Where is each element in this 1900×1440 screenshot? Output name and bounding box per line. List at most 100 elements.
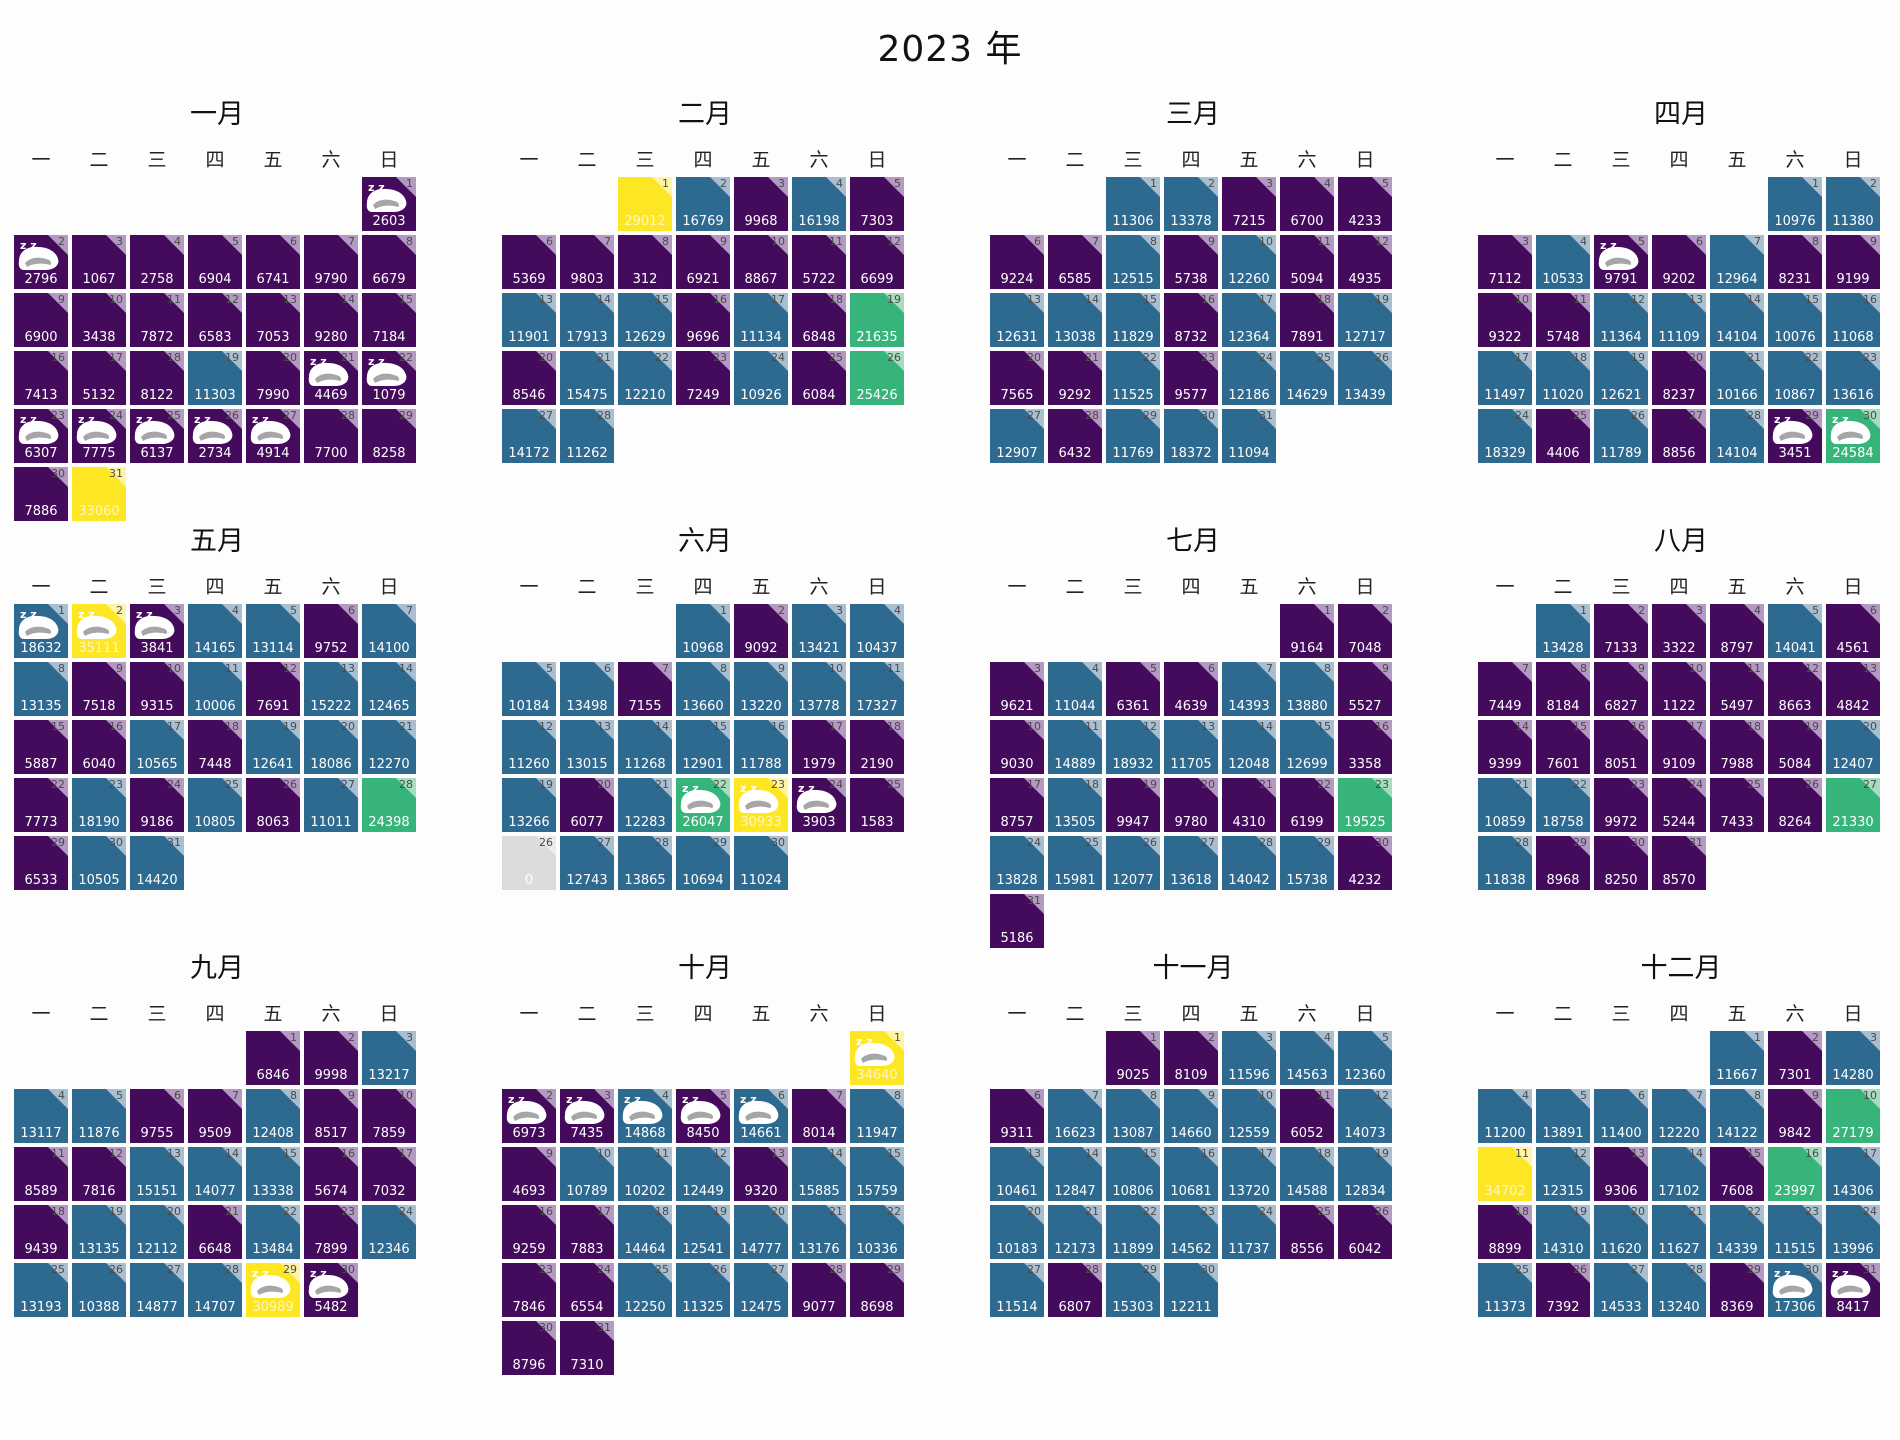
day-number: 6 xyxy=(1034,235,1041,248)
weekday-label: 日 xyxy=(1843,1003,1863,1025)
day-cell: 27 12475 xyxy=(734,1263,788,1317)
step-count: 13378 xyxy=(1170,214,1212,229)
step-count: 13660 xyxy=(682,699,724,714)
day-number: 6 xyxy=(1870,604,1877,617)
day-number: 10 xyxy=(109,293,123,306)
day-number: 22 xyxy=(1143,351,1157,364)
day-number: 13 xyxy=(1027,1147,1041,1160)
step-count: 10694 xyxy=(682,873,724,888)
day-cell: 27 12743 xyxy=(560,836,614,890)
day-number: 24 xyxy=(399,1205,413,1218)
weekday-label: 一 xyxy=(519,576,539,598)
step-count: 11705 xyxy=(1170,757,1212,772)
day-fill xyxy=(1826,662,1880,716)
step-count: 25426 xyxy=(856,388,898,403)
day-number: 10 xyxy=(1259,1089,1273,1102)
day-cell: 17 13720 xyxy=(1222,1147,1276,1201)
weekday-label: 六 xyxy=(1785,1003,1805,1025)
day-fill xyxy=(304,293,358,347)
day-number: 2 xyxy=(116,604,123,617)
day-number: 21 xyxy=(597,351,611,364)
day-fill xyxy=(1164,836,1218,890)
day-cell: 10 3438 xyxy=(72,293,126,347)
day-cell: 21 15475 xyxy=(560,351,614,405)
day-fill xyxy=(850,293,904,347)
day-fill xyxy=(990,836,1044,890)
day-fill xyxy=(1106,235,1160,289)
svg-text:z z: z z xyxy=(78,608,95,621)
step-count: 3841 xyxy=(140,641,174,656)
day-number: 1 xyxy=(662,177,669,190)
day-fill xyxy=(850,351,904,405)
step-count: 18190 xyxy=(78,815,120,830)
day-cell: 13 12631 xyxy=(990,293,1044,347)
day-fill xyxy=(362,778,416,832)
step-count: 9259 xyxy=(512,1242,546,1257)
day-fill xyxy=(1106,177,1160,231)
day-cell: 4 6700 xyxy=(1280,177,1334,231)
day-fill xyxy=(1338,836,1392,890)
day-number: 8 xyxy=(662,235,669,248)
day-cell: 18 8899 xyxy=(1478,1205,1532,1259)
step-count: 9292 xyxy=(1058,388,1092,403)
day-fill xyxy=(1710,720,1764,774)
weekday-label: 四 xyxy=(693,576,713,598)
day-fill xyxy=(618,1205,672,1259)
step-count: 13135 xyxy=(78,1242,120,1257)
sleep-icon: z z xyxy=(250,1267,291,1298)
day-number: 7 xyxy=(1092,1089,1099,1102)
step-count: 8757 xyxy=(1000,815,1034,830)
day-fill xyxy=(1768,1205,1822,1259)
day-fill xyxy=(850,1089,904,1143)
day-fill xyxy=(14,467,68,521)
day-cell: 28 6432 xyxy=(1048,409,1102,463)
weekday-label: 三 xyxy=(147,1003,167,1025)
day-number: 22 xyxy=(655,351,669,364)
day-fill xyxy=(1826,604,1880,658)
day-number: 27 xyxy=(1689,409,1703,422)
day-fill xyxy=(792,235,846,289)
svg-text:z z: z z xyxy=(78,413,95,426)
day-cell: 20 8546 xyxy=(502,351,556,405)
day-cell: 5 10184 xyxy=(502,662,556,716)
step-count: 6583 xyxy=(198,330,232,345)
step-count: 5887 xyxy=(24,757,58,772)
step-count: 17913 xyxy=(566,330,608,345)
day-cell: 14 13038 xyxy=(1048,293,1102,347)
day-fill xyxy=(1768,662,1822,716)
step-count: 6199 xyxy=(1290,815,1324,830)
step-count: 10437 xyxy=(856,641,898,656)
day-number: 1 xyxy=(290,1031,297,1044)
day-number: 27 xyxy=(1027,409,1041,422)
day-number: 1 xyxy=(1812,177,1819,190)
step-count: 13176 xyxy=(798,1242,840,1257)
day-cell: z z 26 2734 xyxy=(188,409,242,463)
day-number: 2 xyxy=(1208,177,1215,190)
step-count: 1979 xyxy=(802,757,836,772)
day-fill xyxy=(1048,351,1102,405)
day-fill xyxy=(130,662,184,716)
day-number: 3 xyxy=(1870,1031,1877,1044)
step-count: 21330 xyxy=(1832,815,1874,830)
day-cell: z z 1 2603 xyxy=(362,177,416,231)
day-number: 3 xyxy=(1034,662,1041,675)
day-number: 16 xyxy=(539,1205,553,1218)
day-fill xyxy=(1536,1089,1590,1143)
day-cell: 18 2190 xyxy=(850,720,904,774)
day-fill xyxy=(618,1263,672,1317)
day-cell: 15 10806 xyxy=(1106,1147,1160,1201)
day-fill xyxy=(1478,235,1532,289)
day-number: 12 xyxy=(1375,235,1389,248)
day-fill xyxy=(1652,351,1706,405)
weekday-label: 二 xyxy=(577,576,597,598)
day-number: 19 xyxy=(1375,293,1389,306)
step-count: 11380 xyxy=(1832,214,1874,229)
day-fill xyxy=(502,778,556,832)
step-count: 8899 xyxy=(1488,1242,1522,1257)
step-count: 13828 xyxy=(996,873,1038,888)
day-number: 30 xyxy=(1805,1263,1819,1276)
day-fill xyxy=(1164,177,1218,231)
day-number: 20 xyxy=(1863,720,1877,733)
day-cell: 25 11373 xyxy=(1478,1263,1532,1317)
svg-text:z z: z z xyxy=(1832,413,1849,426)
